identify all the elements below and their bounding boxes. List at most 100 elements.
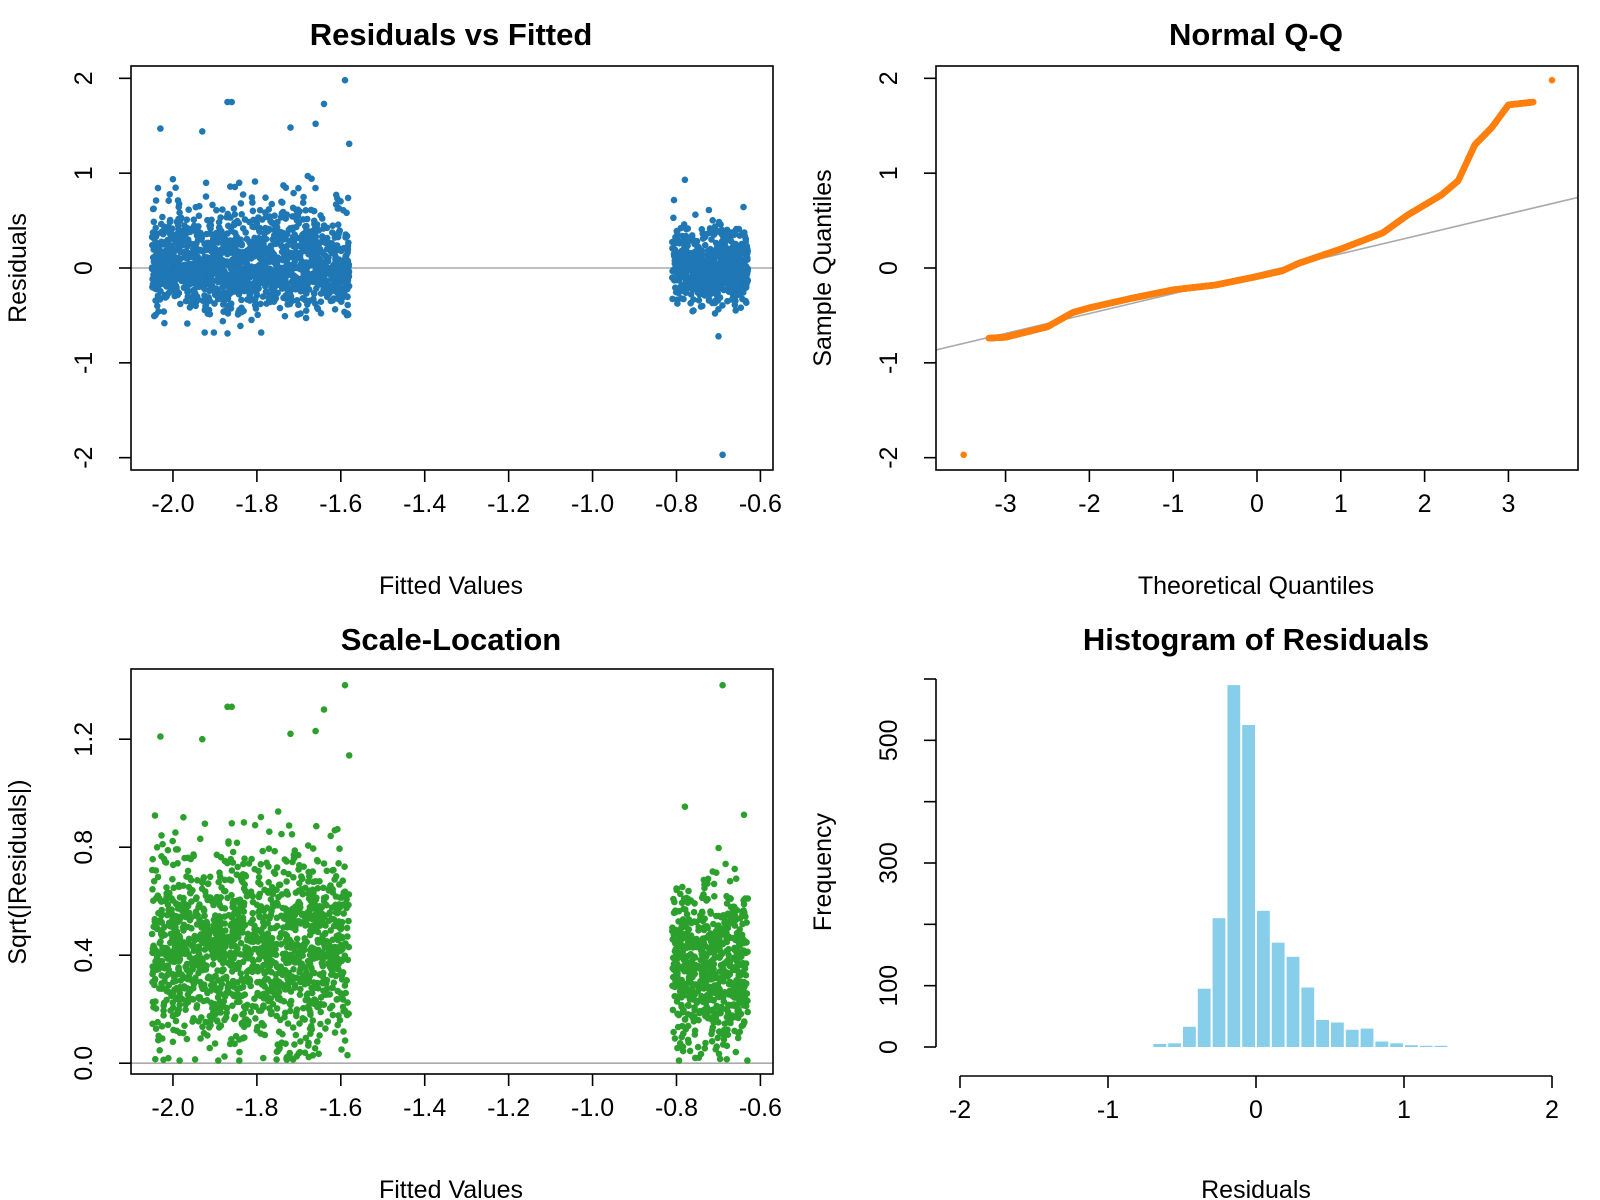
data-point xyxy=(266,828,273,835)
data-point xyxy=(669,238,676,246)
data-point xyxy=(230,271,238,278)
data-point xyxy=(251,865,258,873)
data-point xyxy=(691,248,699,255)
data-point xyxy=(185,287,192,295)
data-point xyxy=(674,300,681,307)
data-point xyxy=(262,235,270,243)
data-point xyxy=(288,831,296,838)
data-point xyxy=(237,322,244,330)
data-point xyxy=(160,308,168,315)
data-point xyxy=(247,1008,255,1016)
data-point xyxy=(240,860,247,868)
data-point xyxy=(270,268,278,276)
data-point xyxy=(333,996,341,1003)
data-point xyxy=(732,240,739,248)
data-point xyxy=(709,217,716,224)
data-point xyxy=(260,1002,267,1009)
data-point xyxy=(238,296,245,304)
data-point xyxy=(251,821,259,829)
data-point xyxy=(344,242,352,250)
data-point xyxy=(188,253,196,261)
data-point xyxy=(314,885,322,892)
data-point xyxy=(309,845,317,852)
data-point xyxy=(152,1055,159,1063)
data-point xyxy=(244,254,252,261)
data-point xyxy=(249,287,256,294)
data-point xyxy=(706,225,714,232)
data-point xyxy=(234,217,241,225)
data-point xyxy=(341,952,349,959)
data-point xyxy=(329,222,337,229)
data-point xyxy=(201,285,208,292)
data-point xyxy=(695,297,703,304)
data-point xyxy=(198,236,205,243)
data-point xyxy=(688,276,695,284)
data-point xyxy=(157,125,164,132)
data-point xyxy=(284,1020,292,1027)
data-point xyxy=(344,933,351,940)
x-axis-label: Theoretical Quantiles xyxy=(1138,572,1374,600)
data-point xyxy=(197,1035,204,1042)
data-point xyxy=(151,812,159,819)
x-tick-label: 1 xyxy=(1334,490,1348,518)
data-point xyxy=(228,968,236,975)
data-point xyxy=(240,899,248,907)
x-tick-label: -1.0 xyxy=(571,490,614,518)
data-point xyxy=(342,989,350,997)
data-point xyxy=(312,184,319,192)
data-point xyxy=(217,214,224,221)
data-point xyxy=(267,925,275,932)
y-axis-label: Sample Quantiles xyxy=(809,169,837,366)
data-point xyxy=(211,300,218,307)
data-point xyxy=(313,822,320,830)
data-point xyxy=(284,285,292,293)
panel-title: Normal Q-Q xyxy=(1169,17,1343,52)
data-point xyxy=(169,1038,177,1046)
data-point xyxy=(320,100,328,108)
data-point xyxy=(184,867,192,875)
data-point xyxy=(717,284,725,291)
data-point xyxy=(715,218,723,226)
data-point xyxy=(339,1003,347,1011)
data-point xyxy=(344,301,352,309)
data-point xyxy=(300,863,308,870)
data-point xyxy=(315,1001,323,1008)
data-point xyxy=(152,311,159,319)
data-point xyxy=(180,248,188,256)
data-point xyxy=(279,199,286,206)
data-point xyxy=(231,288,239,295)
data-point xyxy=(235,910,242,917)
data-point xyxy=(283,1056,291,1063)
data-point xyxy=(196,966,203,973)
data-point xyxy=(306,272,313,280)
data-point xyxy=(202,179,210,187)
data-point xyxy=(335,966,342,973)
data-point xyxy=(162,945,169,953)
data-point xyxy=(160,1056,167,1064)
data-point xyxy=(265,254,273,262)
data-point xyxy=(237,939,245,947)
data-point xyxy=(295,851,302,859)
data-point xyxy=(185,206,192,213)
data-point xyxy=(311,225,319,232)
data-point xyxy=(345,1010,353,1017)
data-point xyxy=(152,252,159,259)
y-tick-label: 2 xyxy=(70,71,98,85)
data-point xyxy=(343,256,350,263)
data-point xyxy=(182,974,189,982)
data-point xyxy=(267,245,274,253)
data-point xyxy=(209,1009,217,1017)
data-point xyxy=(683,286,690,293)
data-point xyxy=(216,873,224,881)
data-point xyxy=(327,832,335,840)
data-point xyxy=(239,1035,246,1042)
data-point xyxy=(214,967,221,974)
data-point xyxy=(161,241,169,248)
data-point xyxy=(221,905,229,912)
data-points xyxy=(148,681,752,1064)
data-point xyxy=(158,268,165,276)
data-point xyxy=(337,292,344,299)
data-point xyxy=(1548,76,1556,84)
data-point xyxy=(256,913,264,921)
data-point xyxy=(248,316,255,324)
